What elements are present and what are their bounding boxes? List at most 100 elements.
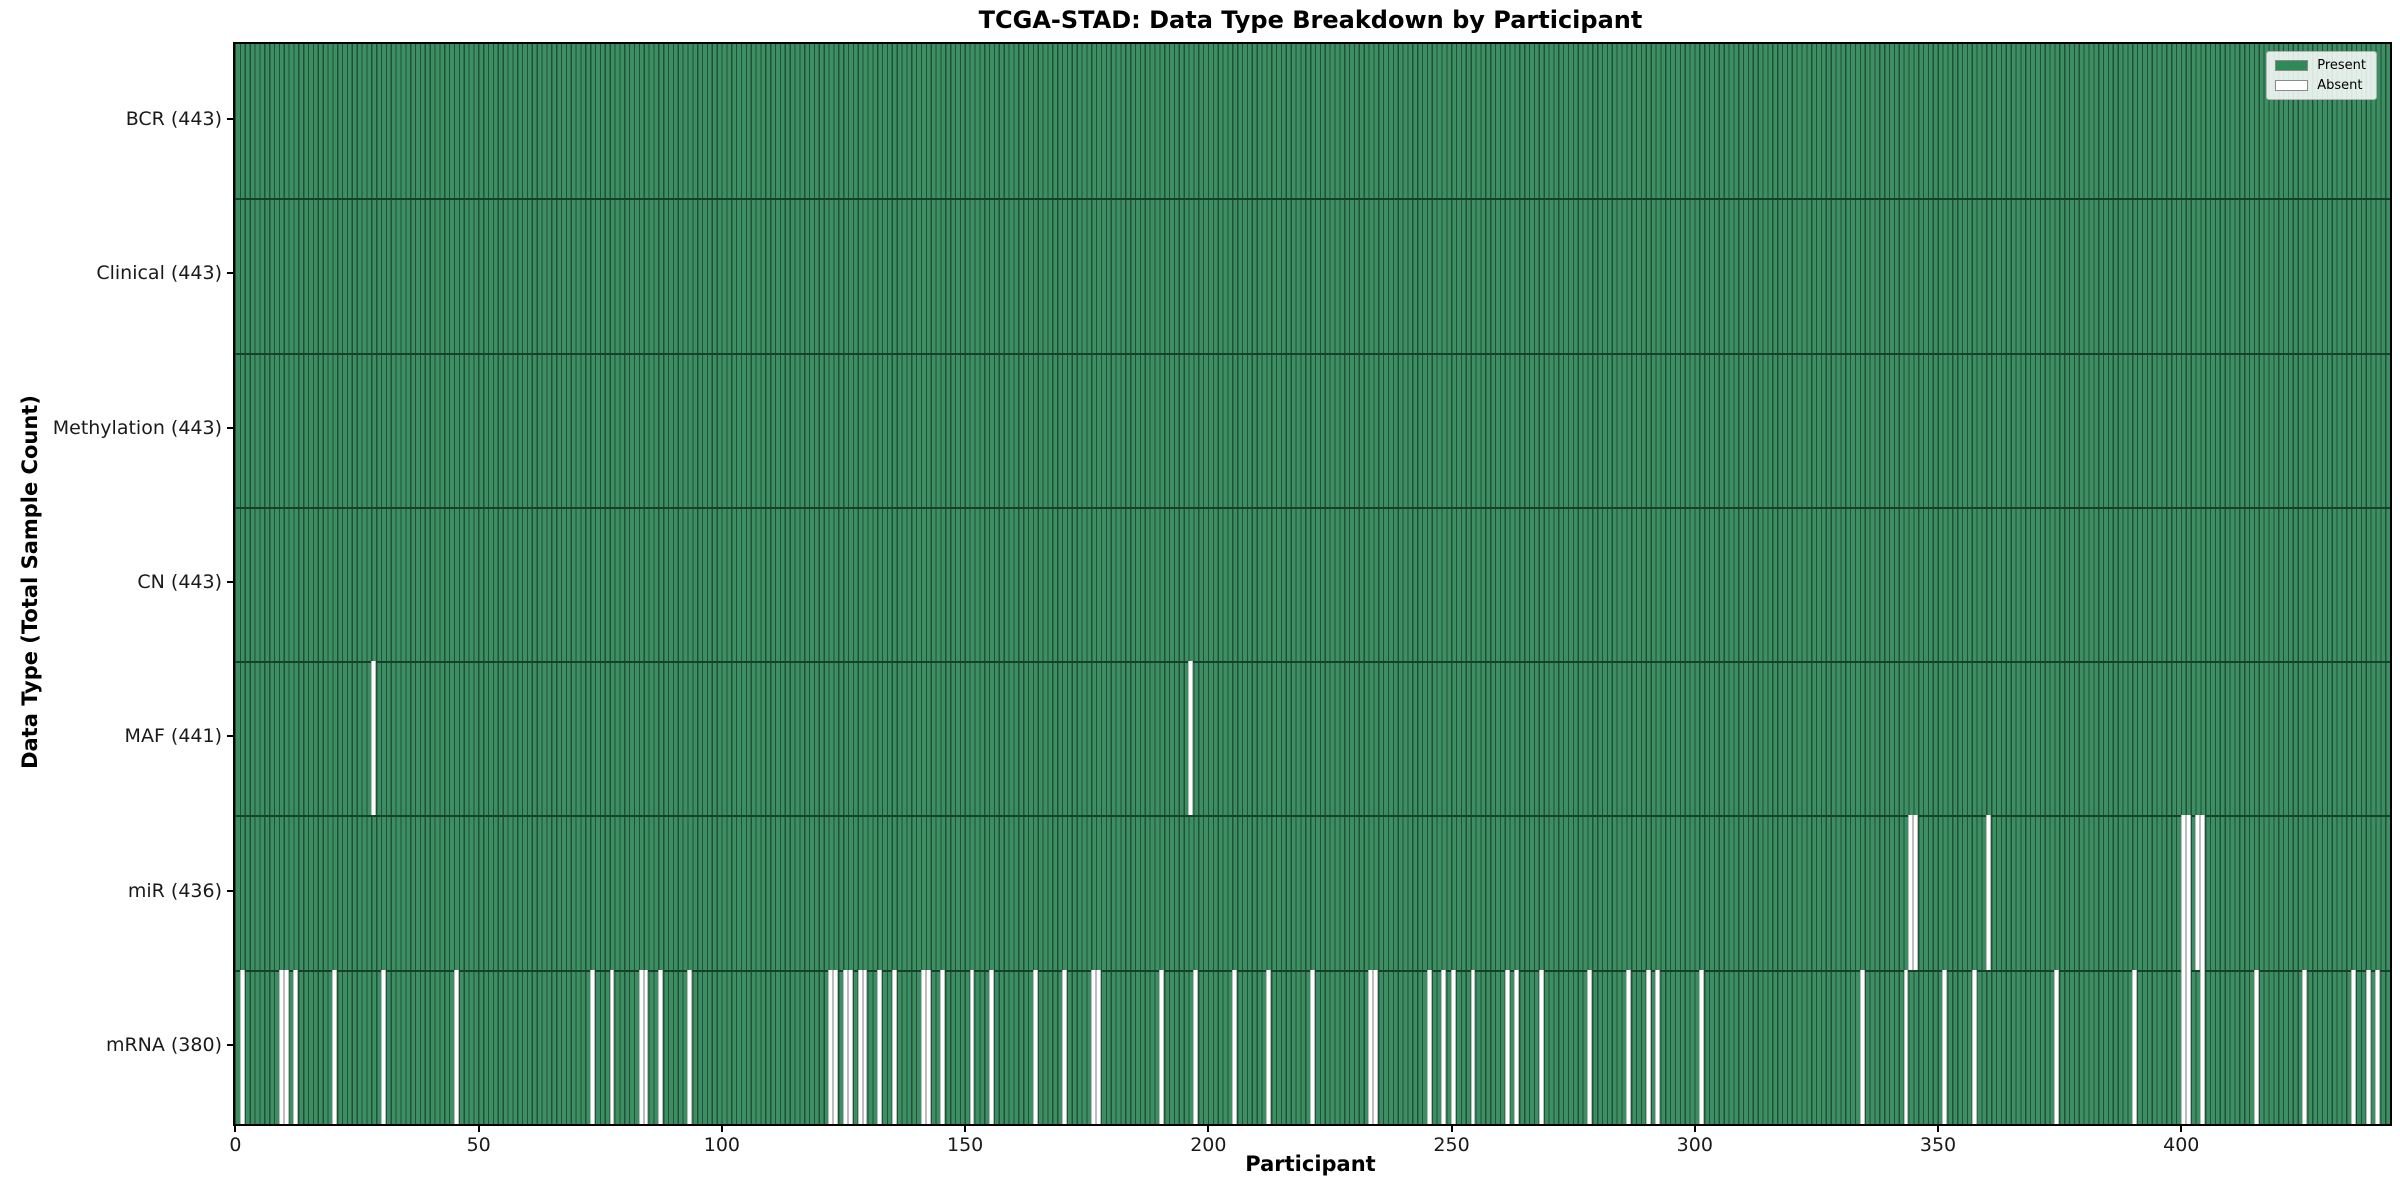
absent-bar (638, 969, 644, 1124)
row-MAF (235, 661, 2390, 816)
absent-bar (940, 969, 946, 1124)
absent-bar (920, 969, 926, 1124)
absent-bar (1626, 969, 1632, 1124)
absent-bar (857, 969, 863, 1124)
absent-bar (1470, 969, 1476, 1124)
absent-bar (2185, 969, 2191, 1124)
absent-bar (2185, 815, 2191, 970)
y-tick-label-miR: miR (436) (127, 879, 222, 902)
absent-bar (1032, 969, 1038, 1124)
absent-bar (1645, 969, 1651, 1124)
absent-bar (1587, 969, 1593, 1124)
row-CN (235, 506, 2390, 662)
absent-bar (1451, 969, 1456, 1124)
absent-bar (293, 969, 299, 1124)
absent-bar (239, 969, 245, 1124)
absent-bar (2180, 815, 2186, 970)
absent-bar (877, 969, 882, 1124)
absent-bar (2054, 969, 2060, 1124)
x-tick-label-150: 150 (946, 1134, 984, 1156)
absent-bar (2132, 969, 2138, 1124)
y-tick-label-MAF: MAF (441) (124, 725, 222, 748)
absent-bar (1193, 969, 1199, 1124)
legend: Present Absent (2266, 51, 2377, 100)
absent-bar (833, 969, 839, 1124)
absent-bar (969, 969, 975, 1124)
chart-title: TCGA-STAD: Data Type Breakdown by Partic… (978, 6, 1643, 34)
absent-bar (1096, 969, 1101, 1124)
absent-bar (1859, 969, 1865, 1124)
absent-bar (1159, 969, 1165, 1124)
absent-bar (1986, 815, 1992, 970)
x-tick-mark (1693, 1124, 1696, 1132)
x-tick-mark (964, 1124, 967, 1132)
y-tick-mark (227, 272, 235, 275)
row-BCR (235, 44, 2390, 199)
legend-present-label: Present (2317, 58, 2366, 73)
absent-bar (1373, 969, 1379, 1124)
absent-bar (1426, 969, 1432, 1124)
absent-bar (1188, 661, 1194, 816)
absent-bar (2180, 969, 2186, 1124)
x-tick-label-200: 200 (1190, 1134, 1227, 1156)
x-tick-label-400: 400 (2163, 1134, 2200, 1156)
absent-bar (925, 969, 931, 1124)
x-tick-label-300: 300 (1676, 1134, 1713, 1156)
x-tick-label-350: 350 (1919, 1134, 1957, 1156)
absent-bar (278, 969, 284, 1124)
absent-bar (2302, 969, 2308, 1124)
absent-bar (1514, 969, 1520, 1124)
absent-bar (1310, 969, 1315, 1124)
x-tick-mark (2180, 1124, 2183, 1132)
absent-bar (2351, 969, 2356, 1124)
y-tick-label-Methylation: Methylation (443) (52, 416, 222, 439)
x-tick-mark (1207, 1124, 1210, 1132)
absent-bar (2200, 815, 2206, 970)
absent-bar (862, 969, 868, 1124)
absent-swatch-icon (2275, 80, 2309, 91)
row-mRNA (235, 969, 2390, 1124)
absent-bar (453, 969, 459, 1124)
absent-bar (891, 969, 897, 1124)
y-tick-mark (227, 735, 235, 738)
plot-area: Present Absent (233, 42, 2392, 1126)
absent-bar (371, 661, 377, 816)
x-tick-label-0: 0 (229, 1134, 242, 1156)
x-tick-mark (1937, 1124, 1940, 1132)
row-Clinical (235, 198, 2390, 353)
y-tick-mark (227, 581, 235, 583)
absent-bar (609, 969, 615, 1124)
absent-bar (1061, 969, 1067, 1124)
present-swatch-icon (2275, 60, 2309, 71)
absent-bar (1971, 969, 1977, 1124)
y-tick-mark (227, 889, 235, 892)
legend-entry-present: Present (2275, 58, 2366, 73)
presence-matrix (235, 44, 2390, 1124)
absent-bar (1655, 969, 1661, 1124)
x-tick-label-50: 50 (466, 1134, 491, 1156)
absent-bar (332, 969, 338, 1124)
absent-bar (847, 969, 853, 1124)
absent-bar (1266, 969, 1272, 1124)
absent-bar (2375, 969, 2381, 1124)
absent-bar (2253, 969, 2259, 1124)
y-tick-label-BCR: BCR (443) (125, 108, 222, 131)
absent-bar (2365, 969, 2371, 1124)
absent-bar (2200, 969, 2206, 1124)
absent-bar (283, 969, 289, 1124)
absent-bar (1942, 969, 1948, 1124)
absent-bar (828, 969, 834, 1124)
absent-bar (989, 969, 994, 1124)
x-tick-mark (1450, 1124, 1453, 1132)
x-tick-mark (477, 1124, 480, 1132)
absent-bar (590, 969, 595, 1124)
row-Methylation (235, 352, 2390, 507)
row-miR (235, 815, 2390, 970)
legend-absent-label: Absent (2317, 78, 2363, 93)
y-tick-label-CN: CN (443) (137, 571, 222, 593)
absent-bar (1538, 969, 1544, 1124)
absent-bar (843, 969, 848, 1124)
legend-entry-absent: Absent (2275, 78, 2366, 93)
y-tick-mark (227, 426, 235, 429)
absent-bar (1903, 969, 1909, 1124)
